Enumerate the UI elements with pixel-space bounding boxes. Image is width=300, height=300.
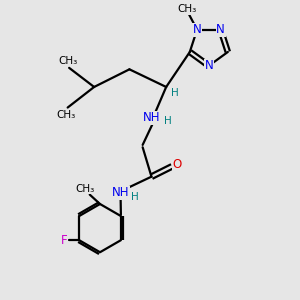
Text: CH₃: CH₃	[178, 4, 197, 14]
Text: N: N	[216, 23, 225, 36]
Text: CH₃: CH₃	[58, 56, 77, 65]
Text: N: N	[193, 23, 201, 36]
Text: O: O	[172, 158, 182, 170]
Text: H: H	[170, 88, 178, 98]
Text: H: H	[131, 192, 139, 202]
Text: F: F	[61, 234, 68, 247]
Text: CH₃: CH₃	[76, 184, 95, 194]
Text: CH₃: CH₃	[57, 110, 76, 120]
Text: H: H	[164, 116, 172, 126]
Text: NH: NH	[112, 186, 129, 199]
Text: NH: NH	[143, 111, 160, 124]
Text: N: N	[204, 59, 213, 72]
